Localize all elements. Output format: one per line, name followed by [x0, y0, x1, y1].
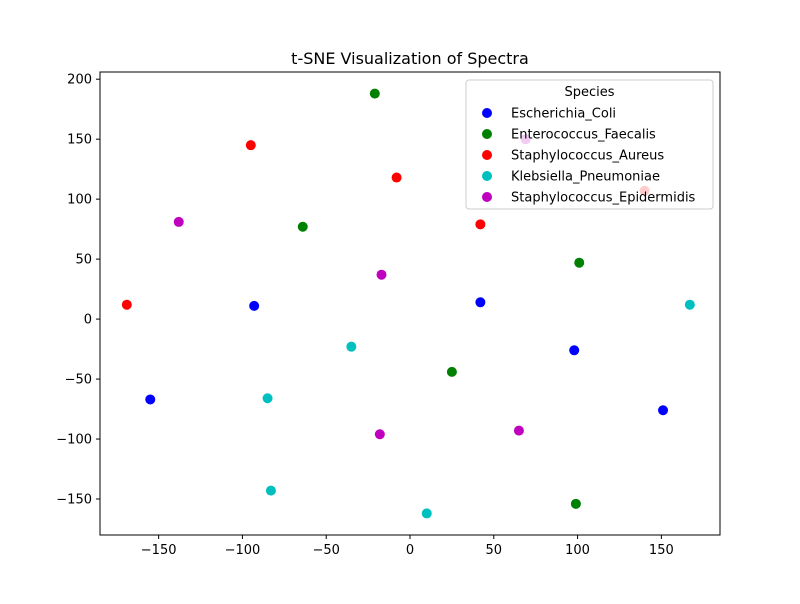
legend-marker	[482, 192, 492, 202]
data-point	[376, 269, 387, 280]
data-point	[391, 172, 402, 183]
data-point	[374, 429, 385, 440]
data-point	[475, 219, 486, 230]
data-point	[475, 297, 486, 308]
legend: Species Escherichia_Coli Enterococcus_Fae…	[465, 79, 714, 210]
legend-title: Species	[564, 85, 614, 100]
legend-label: Enterococcus_Faecalis	[511, 128, 656, 143]
x-tick-label: −150	[141, 543, 177, 558]
data-point	[265, 485, 276, 496]
legend-marker	[482, 129, 492, 139]
data-point	[297, 221, 308, 232]
data-point	[145, 394, 156, 405]
x-tick-label: 0	[406, 543, 414, 558]
x-tick-label: −50	[312, 543, 339, 558]
legend-label: Klebsiella_Pneumoniae	[511, 170, 660, 185]
data-point	[570, 498, 581, 509]
data-point	[262, 393, 273, 404]
data-point	[513, 425, 524, 436]
y-tick-label: 200	[67, 73, 92, 88]
data-point	[446, 366, 457, 377]
y-tick-label: 0	[84, 313, 92, 328]
x-axis: −150 −100 −50 0 50 100 150	[141, 535, 674, 558]
y-axis: −150 −100 −50 0 50 100 150 200	[56, 73, 100, 508]
data-point	[173, 216, 184, 227]
data-point	[569, 345, 580, 356]
data-point	[346, 341, 357, 352]
x-tick-label: 100	[565, 543, 590, 558]
data-point	[421, 508, 432, 519]
data-point	[684, 299, 695, 310]
data-point	[249, 300, 260, 311]
data-point	[574, 257, 585, 268]
x-tick-label: −100	[225, 543, 261, 558]
data-point	[658, 405, 669, 416]
data-point	[245, 140, 256, 151]
data-point	[121, 299, 132, 310]
x-tick-label: 50	[486, 543, 503, 558]
data-point	[369, 88, 380, 99]
chart-title: t-SNE Visualization of Spectra	[291, 49, 529, 68]
legend-marker	[482, 171, 492, 181]
legend-label: Staphylococcus_Epidermidis	[511, 191, 696, 206]
legend-marker	[482, 150, 492, 160]
legend-label: Staphylococcus_Aureus	[511, 149, 664, 164]
legend-box	[465, 79, 714, 210]
y-tick-label: 150	[67, 133, 92, 148]
x-tick-label: 150	[649, 543, 674, 558]
y-tick-label: 50	[75, 253, 92, 268]
y-tick-label: 100	[67, 193, 92, 208]
legend-items: Escherichia_Coli Enterococcus_Faecalis Sta…	[482, 107, 696, 206]
legend-marker	[482, 108, 492, 118]
y-tick-label: −50	[65, 373, 92, 388]
y-tick-label: −150	[56, 493, 92, 508]
y-tick-label: −100	[56, 433, 92, 448]
legend-label: Escherichia_Coli	[511, 107, 616, 122]
